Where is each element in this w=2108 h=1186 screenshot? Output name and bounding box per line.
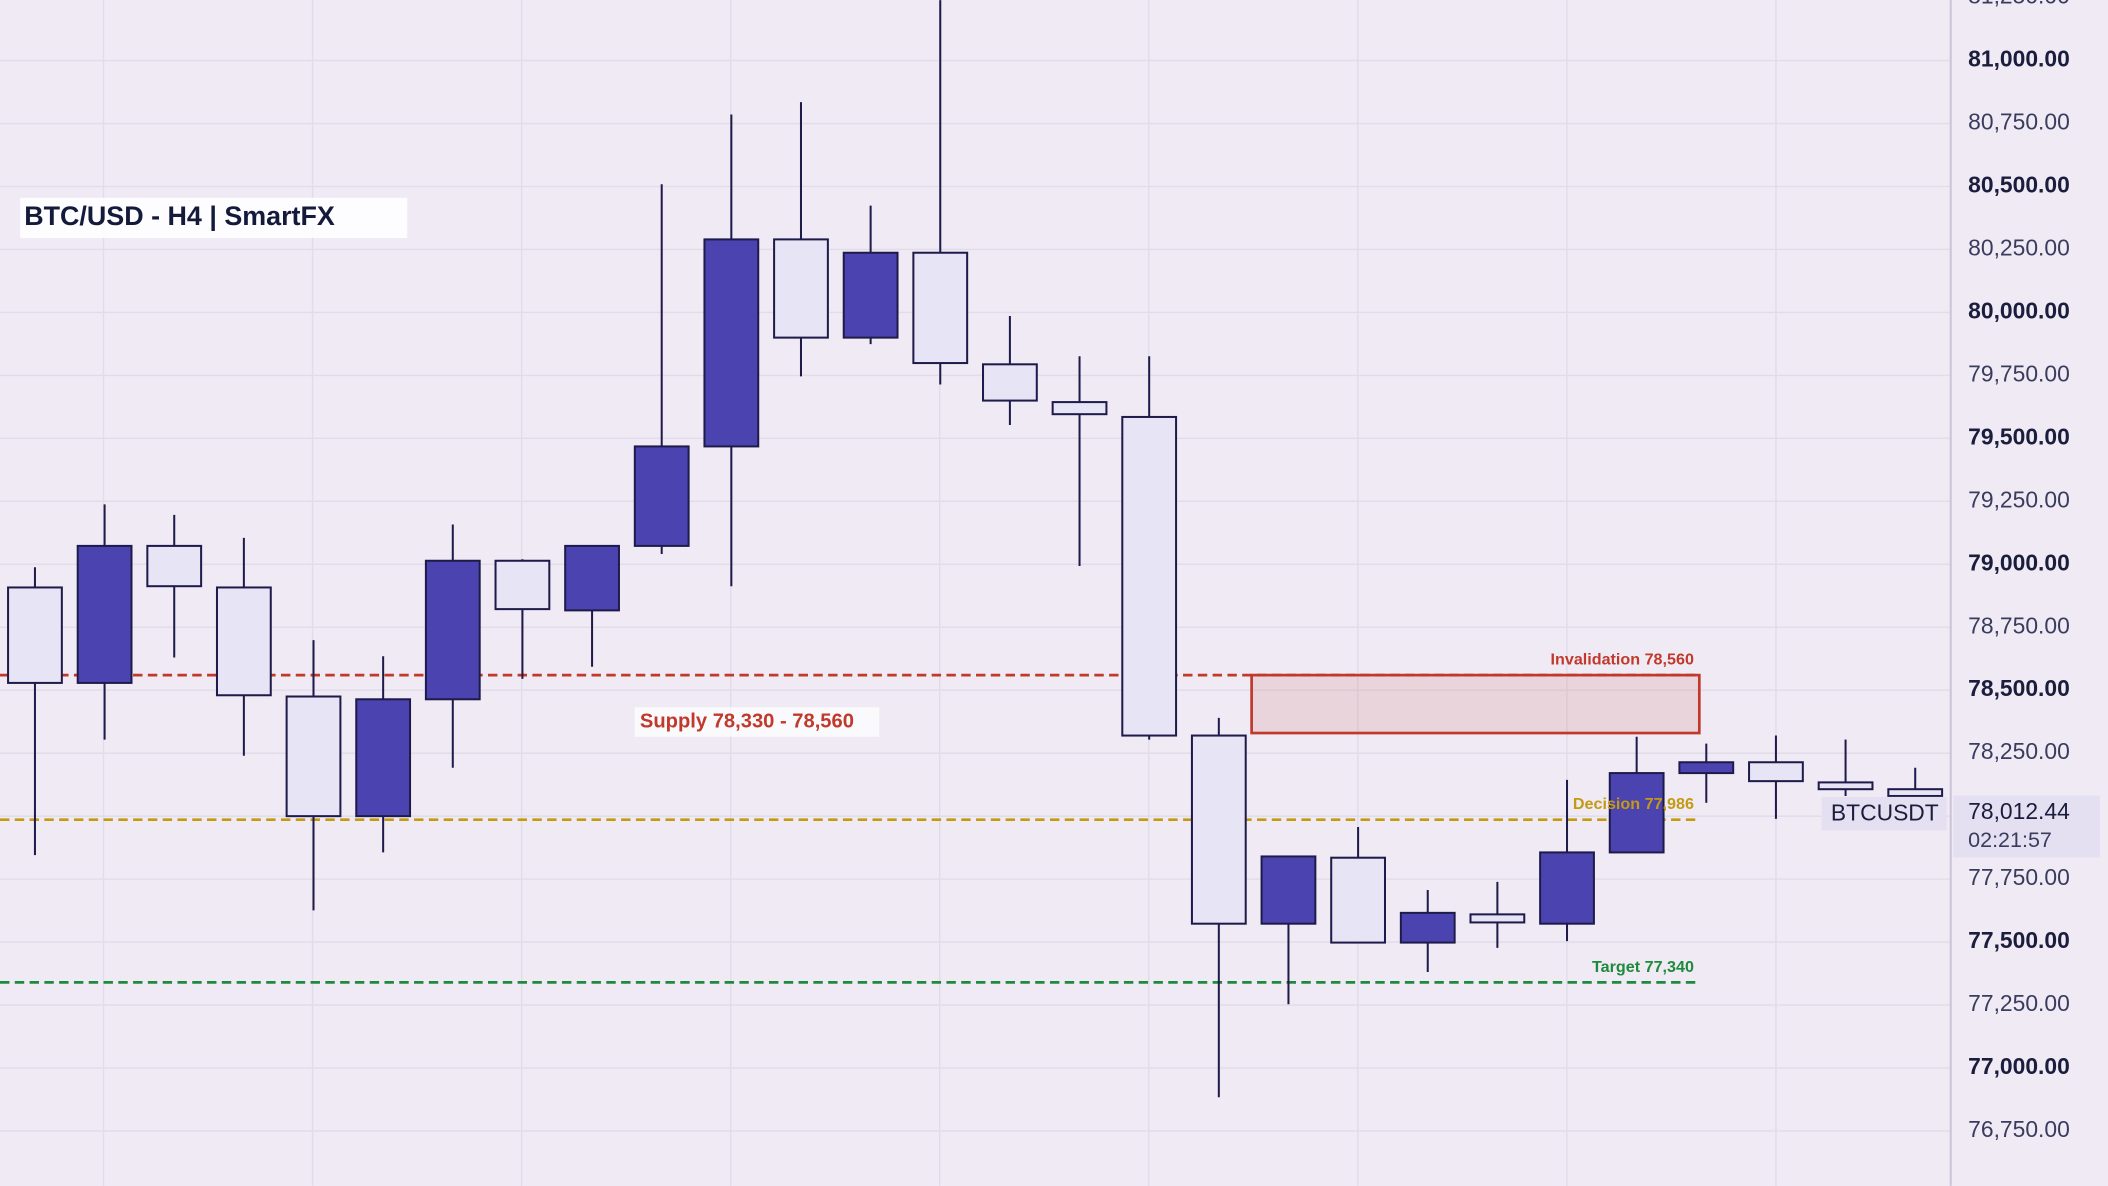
- supply-label-box: [634, 707, 880, 737]
- candle-body: [1678, 761, 1735, 775]
- level-label: Decision 77,986: [1573, 795, 1694, 813]
- y-tick-label: 77,750.00: [1968, 864, 2070, 890]
- y-tick-label: 81,250.00: [1968, 0, 2070, 9]
- candle-body: [215, 586, 272, 697]
- y-tick-label: 80,250.00: [1968, 234, 2070, 260]
- candle-body: [912, 251, 969, 365]
- y-tick-label: 79,750.00: [1968, 360, 2070, 386]
- y-tick-label: 76,750.00: [1968, 1116, 2070, 1142]
- y-tick-label: 80,000.00: [1968, 297, 2070, 323]
- candle-body: [146, 544, 203, 588]
- candle-body: [494, 559, 551, 611]
- candle-body: [285, 695, 342, 818]
- y-tick-label: 77,250.00: [1968, 990, 2070, 1016]
- y-tick-label: 80,500.00: [1968, 172, 2070, 198]
- candle-body: [424, 559, 481, 701]
- symbol-label: BTCUSDT: [1831, 799, 1939, 825]
- y-tick-label: 78,250.00: [1968, 738, 2070, 764]
- candle-body: [1817, 781, 1874, 791]
- candle-body: [564, 544, 620, 612]
- supply-label: Supply 78,330 - 78,560: [640, 710, 854, 732]
- chart-title: BTC/USD - H4 | SmartFX: [24, 201, 335, 231]
- candle-body: [1608, 772, 1665, 854]
- candle-body: [1330, 856, 1386, 944]
- candle-body: [773, 238, 829, 339]
- y-tick-label: 78,500.00: [1968, 675, 2070, 701]
- y-tick-label: 80,750.00: [1968, 109, 2070, 135]
- y-tick-label: 79,000.00: [1968, 549, 2070, 575]
- candle-body: [1051, 401, 1108, 416]
- candle-body: [1469, 913, 1526, 924]
- candle-body: [842, 251, 899, 339]
- candle-body: [982, 363, 1038, 402]
- levels: [0, 673, 1701, 984]
- last-price-label: 78,012.44: [1968, 798, 2070, 824]
- candle-body: [1121, 415, 1178, 737]
- candle-body: [633, 445, 690, 547]
- y-tick-label: 81,000.00: [1968, 46, 2070, 72]
- level-label: Target 77,340: [1592, 958, 1694, 976]
- supply-zone: [1250, 673, 1701, 735]
- candle-body: [7, 586, 63, 684]
- last-price-box: [1953, 795, 2100, 858]
- candle-body: [1260, 855, 1317, 925]
- candle-body: [1748, 761, 1804, 783]
- candle-body: [355, 698, 412, 818]
- level-label: Invalidation 78,560: [1551, 651, 1694, 669]
- y-tick-label: 77,000.00: [1968, 1053, 2070, 1079]
- candles: [7, 0, 1944, 1098]
- price-axis: 81,250.00 81,000.00 80,750.00 80,500.00 80,2…: [1949, 0, 2070, 1186]
- y-tick-label: 79,250.00: [1968, 486, 2070, 512]
- symbol-box: [1821, 796, 1947, 831]
- candle-body: [76, 544, 133, 684]
- countdown-label: 02:21:57: [1968, 828, 2052, 852]
- candle-body: [1399, 911, 1456, 944]
- y-tick-label: 78,750.00: [1968, 612, 2070, 638]
- candle-body: [1539, 851, 1595, 925]
- candle-body: [1190, 734, 1247, 925]
- y-tick-label: 77,500.00: [1968, 927, 2070, 953]
- candle-body: [1887, 788, 1944, 798]
- title-box: [20, 197, 408, 239]
- candle-body: [703, 238, 760, 448]
- y-tick-label: 79,500.00: [1968, 423, 2070, 449]
